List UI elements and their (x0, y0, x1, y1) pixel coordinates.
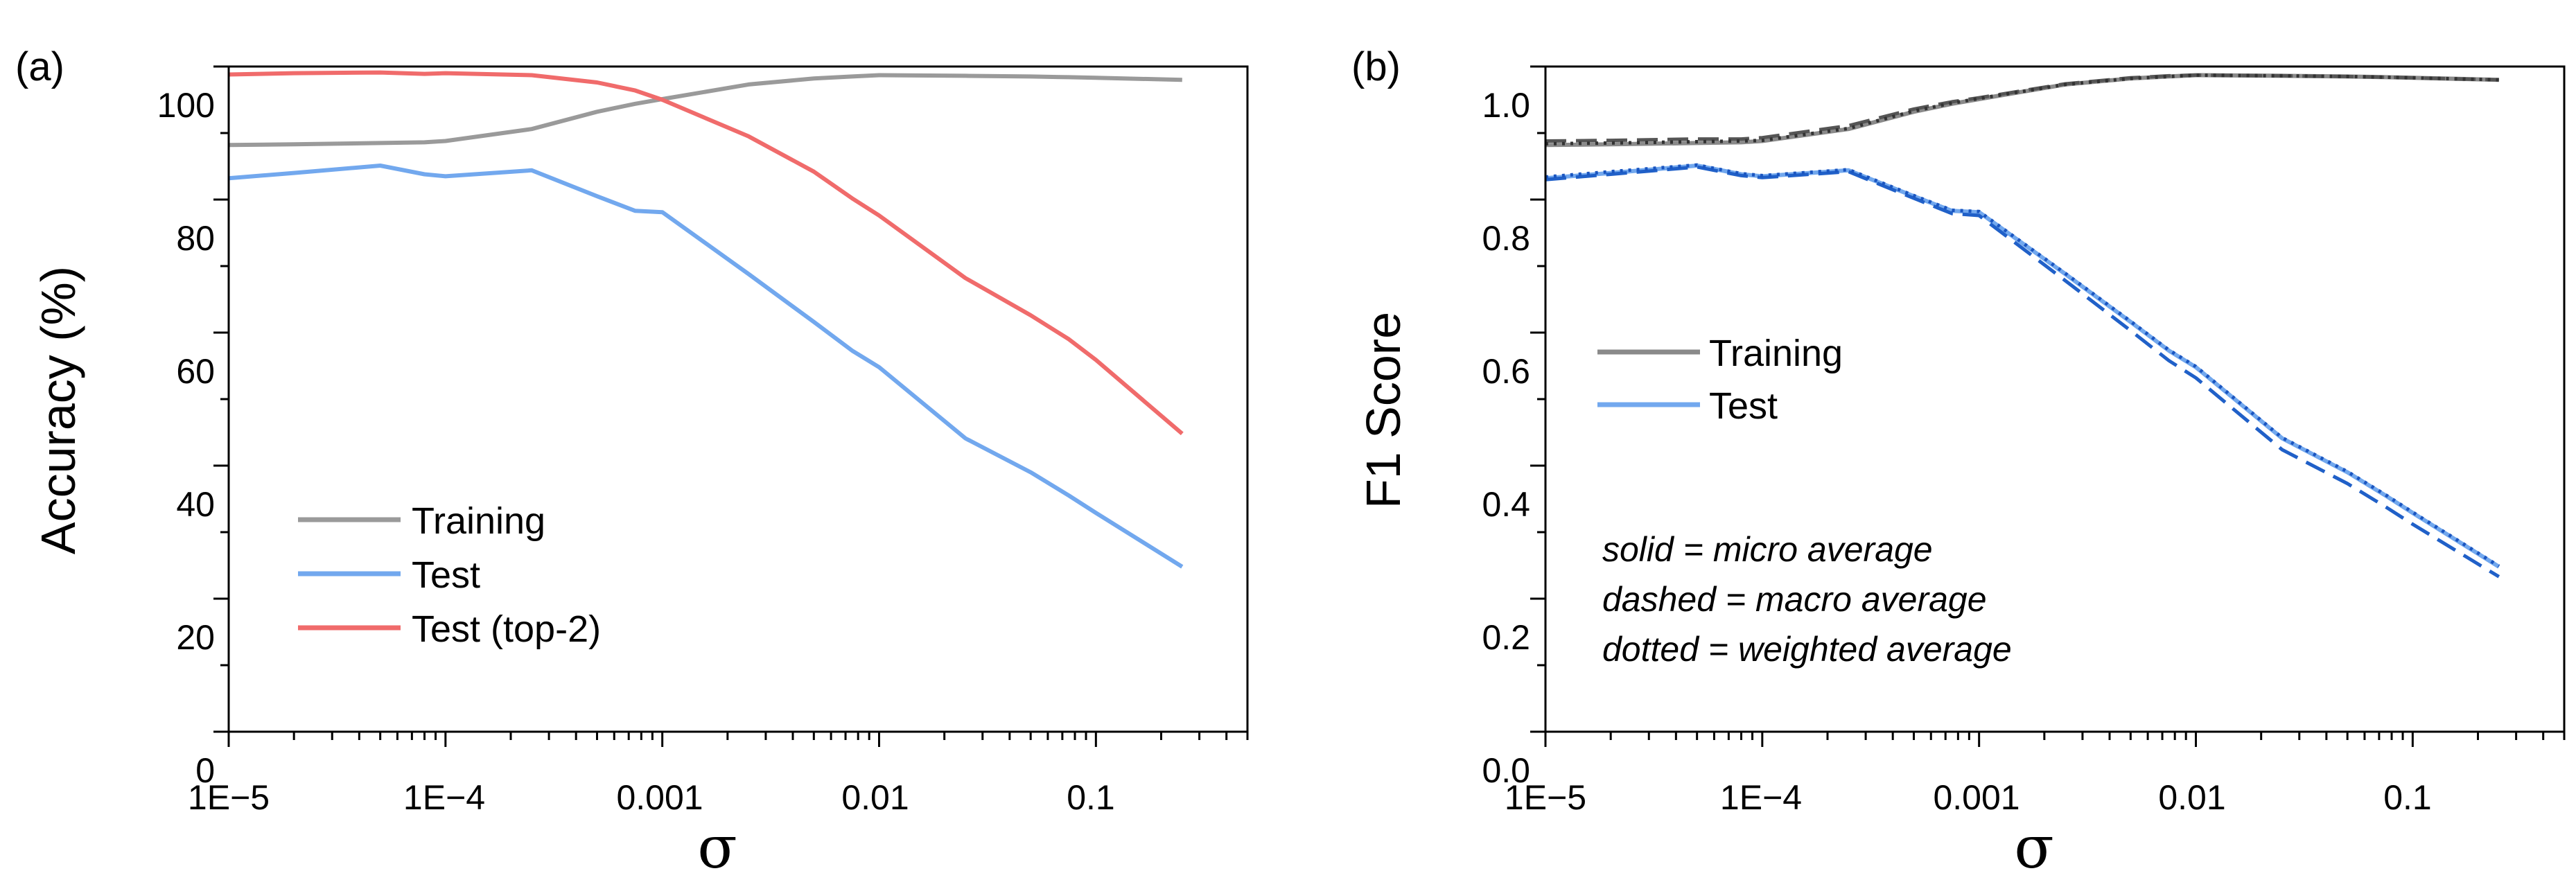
panel-a-series-test-top-2 (228, 70, 1184, 436)
panel-a-y-tick-label: 40 (176, 485, 215, 524)
panel-b-series-test-weighted (1545, 163, 2500, 568)
annotation-dashed: dashed = macro average (1602, 580, 1987, 619)
panel-a-x-tick-label: 1E−4 (403, 778, 485, 817)
panel-b-x-tick-label: 0.1 (2383, 778, 2432, 817)
panel-a-y-tick-label: 20 (176, 618, 215, 657)
panel-b-series-training-weighted (1545, 73, 2499, 146)
panel-b-x-tick-label: 1E−4 (1720, 778, 1802, 817)
annotation-dotted: dotted = weighted average (1602, 630, 2012, 669)
panel-b-y-tick-label: 0.6 (1482, 352, 1530, 391)
panel-a-ticks (213, 65, 1249, 747)
panel-a-x-tick-label: 0.001 (616, 778, 703, 817)
panel-a-y-axis-title: Accuracy (%) (31, 266, 85, 554)
panel-a-label: (a) (15, 44, 64, 89)
legend-label-training: Training (1709, 333, 1843, 374)
panel-b-x-tick-label: 0.001 (1933, 778, 2019, 817)
panel-b-legend: Training Test (1597, 333, 1843, 427)
panel-b-x-axis-title: σ (2014, 813, 2053, 881)
legend-label-test: Test (412, 554, 480, 596)
panel-b-series-training-micro (1545, 73, 2499, 148)
annotation-solid: solid = micro average (1602, 530, 1933, 569)
panel-b-y-axis-title: F1 Score (1356, 312, 1410, 509)
panel-b-series-test-macro (1545, 165, 2500, 579)
panel-b-x-tick-label: 0.01 (2158, 778, 2225, 817)
panel-a-y-tick-label: 0 (195, 751, 215, 790)
panel-b-series-training-macro (1545, 73, 2499, 143)
panel-b-label: (b) (1351, 44, 1401, 89)
legend-label-test-top2: Test (top-2) (412, 608, 601, 650)
panel-b-y-tick-label: 0.0 (1482, 751, 1530, 790)
panel-a-y-tick-label: 100 (157, 86, 215, 125)
panel-a-series-test (228, 164, 1184, 569)
panel-a-y-tick-label: 60 (176, 352, 215, 391)
panel-b-y-tick-label: 0.4 (1482, 485, 1530, 524)
panel-a-x-tick-label: 0.01 (841, 778, 909, 817)
panel-b-y-tick-label: 1.0 (1482, 86, 1530, 125)
panel-b-series-test-micro (1545, 164, 2500, 569)
panel-a-plot-frame (227, 65, 1249, 733)
panel-b-x-tick-label: 1E−5 (1505, 778, 1586, 817)
panel-b-y-tick-label: 0.8 (1482, 219, 1530, 258)
panel-a-legend: Training Test Test (top-2) (298, 500, 601, 650)
legend-label-training: Training (412, 500, 545, 542)
panel-a-series-training (228, 73, 1182, 148)
legend-label-test: Test (1709, 385, 1778, 427)
panel-a-y-tick-label: 80 (176, 219, 215, 258)
panel-b-series (1545, 73, 2500, 579)
panel-a-series (228, 70, 1184, 569)
panel-b-annotations: solid = micro average dashed = macro ave… (1602, 530, 2012, 669)
panel-a-x-axis-title: σ (697, 813, 737, 881)
panel-b-y-tick-label: 0.2 (1482, 618, 1530, 657)
panel-b-ticks (1530, 65, 2566, 747)
panel-a: (a) Accuracy (%) σ 0 20 40 60 80 100 1E−… (15, 44, 1249, 881)
panel-a-x-tick-label: 1E−5 (188, 778, 270, 817)
panel-b: (b) F1 Score σ 0.0 0.2 0.4 0.6 0.8 1.0 1… (1351, 44, 2566, 881)
panel-b-plot-frame (1544, 65, 2566, 733)
panel-a-x-tick-label: 0.1 (1067, 778, 1115, 817)
